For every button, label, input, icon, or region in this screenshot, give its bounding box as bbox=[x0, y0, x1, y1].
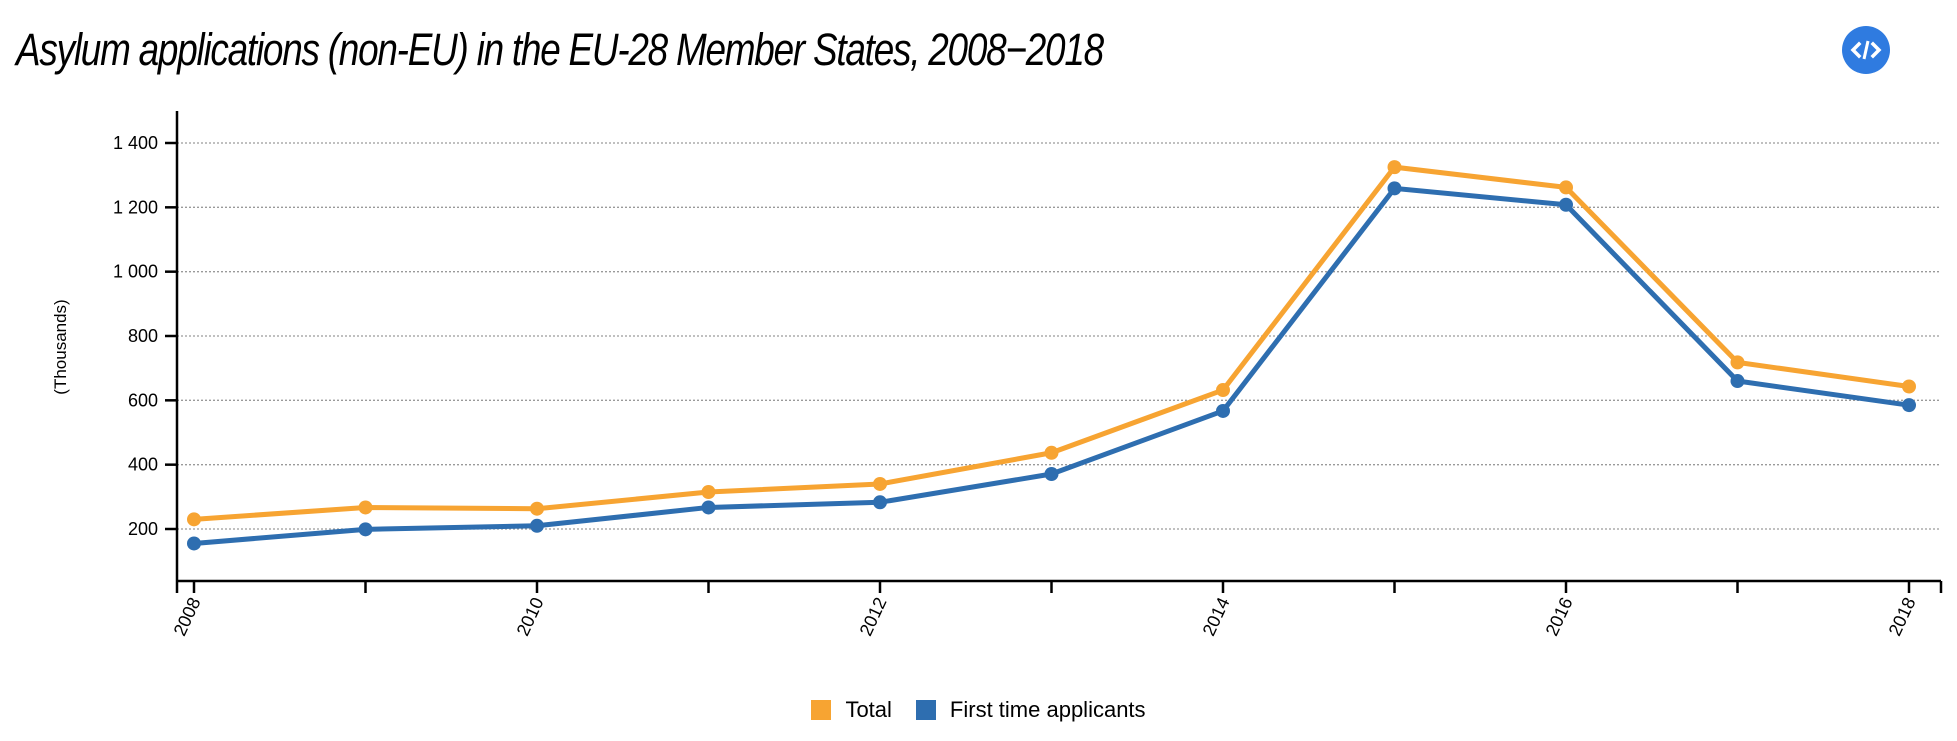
legend-label: First time applicants bbox=[949, 697, 1146, 722]
data-point[interactable] bbox=[1387, 160, 1402, 175]
series-first-time-applicants bbox=[187, 181, 1916, 551]
series-total bbox=[187, 160, 1916, 527]
data-point[interactable] bbox=[187, 536, 201, 551]
legend-swatch bbox=[811, 700, 832, 720]
y-tick-label: 600 bbox=[128, 390, 158, 410]
x-tick-label: 2018 bbox=[1885, 594, 1920, 639]
data-point[interactable] bbox=[1559, 180, 1573, 195]
x-tick-label: 2012 bbox=[856, 594, 891, 639]
data-point[interactable] bbox=[530, 518, 544, 533]
y-tick-label: 1 400 bbox=[113, 133, 158, 153]
y-tick-label: 1 200 bbox=[113, 197, 158, 217]
legend-swatch bbox=[915, 700, 936, 720]
x-tick-label: 2008 bbox=[170, 594, 205, 639]
data-point[interactable] bbox=[1730, 355, 1745, 370]
data-point[interactable] bbox=[530, 501, 544, 516]
y-tick-label: 800 bbox=[128, 326, 158, 346]
data-point[interactable] bbox=[873, 476, 887, 491]
data-point[interactable] bbox=[1044, 445, 1059, 460]
x-tick-label: 2010 bbox=[513, 594, 548, 639]
data-point[interactable] bbox=[358, 500, 373, 515]
data-point[interactable] bbox=[1044, 466, 1059, 481]
data-point[interactable] bbox=[873, 495, 887, 510]
x-tick-label: 2016 bbox=[1542, 594, 1577, 639]
x-axis: 2008 2010 2012 2014 2016 2018 bbox=[170, 579, 1943, 639]
data-point[interactable] bbox=[1902, 379, 1916, 394]
code-icon bbox=[1842, 26, 1890, 74]
series-line bbox=[193, 164, 1910, 522]
data-point[interactable] bbox=[1559, 197, 1573, 212]
data-point[interactable] bbox=[701, 485, 716, 500]
chart-title: Asylum applications (non-EU) in the EU-2… bbox=[16, 24, 1104, 75]
y-axis: 200 400 600 800 1 000 1 200 1 400 bbox=[113, 111, 179, 581]
y-axis-title: (Thousands) bbox=[51, 299, 70, 394]
x-tick-label: 2014 bbox=[1199, 594, 1234, 639]
series-group bbox=[187, 160, 1916, 551]
legend-item[interactable]: First time applicants bbox=[915, 697, 1146, 723]
data-point[interactable] bbox=[1730, 374, 1745, 389]
legend-label: Total bbox=[845, 697, 892, 722]
data-point[interactable] bbox=[1216, 403, 1230, 418]
data-point[interactable] bbox=[1216, 383, 1230, 398]
legend-item[interactable]: Total bbox=[811, 697, 892, 723]
y-tick-label: 1 000 bbox=[113, 262, 158, 282]
series-line bbox=[193, 185, 1910, 546]
y-tick-label: 200 bbox=[128, 519, 158, 539]
data-point[interactable] bbox=[701, 500, 716, 515]
data-point[interactable] bbox=[1387, 181, 1402, 196]
data-point[interactable] bbox=[358, 522, 373, 537]
legend: Total First time applicants bbox=[0, 697, 1957, 723]
data-point[interactable] bbox=[1902, 398, 1916, 413]
embed-code-button[interactable] bbox=[1842, 26, 1890, 74]
data-point[interactable] bbox=[187, 512, 201, 527]
y-tick-label: 400 bbox=[128, 455, 158, 475]
